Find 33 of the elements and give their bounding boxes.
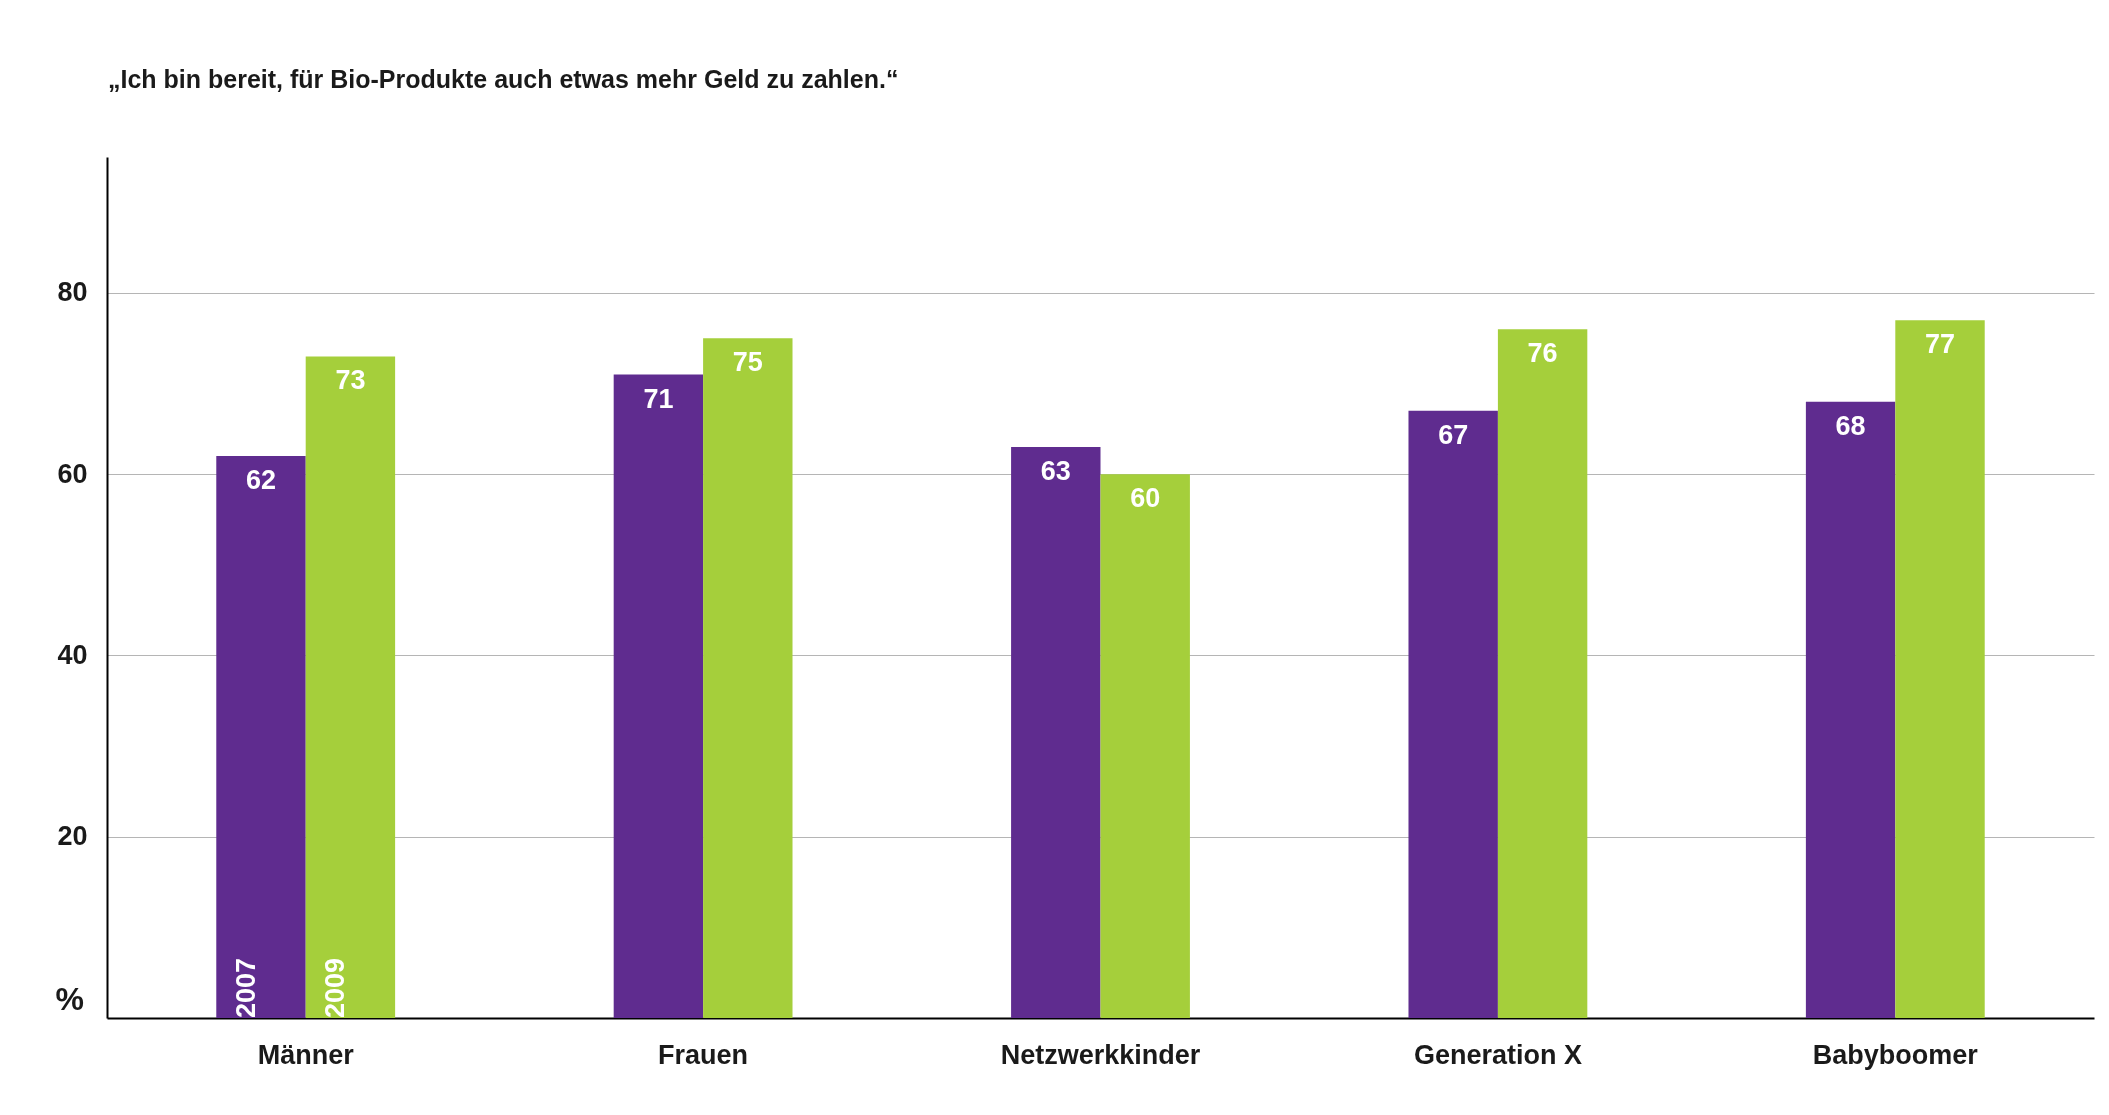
data-label: 67 <box>1438 419 1469 450</box>
chart-title: „Ich bin bereit, für Bio-Produkte auch etwas mehr Geld zu zahlen.“ <box>108 65 899 93</box>
bar <box>1408 410 1498 1018</box>
bar <box>1895 320 1985 1018</box>
data-label: 77 <box>1924 329 1956 360</box>
data-label: 63 <box>1040 456 1071 487</box>
bar <box>613 374 704 1018</box>
data-label: 73 <box>335 365 366 396</box>
y-axis-title: % <box>55 980 84 1017</box>
data-label: 75 <box>732 347 763 378</box>
data-label: 62 <box>245 465 277 496</box>
y-tick-label: 40 <box>57 639 88 670</box>
x-tick-label: Männer <box>257 1039 355 1070</box>
series-label: 2007 <box>230 957 261 1018</box>
bar <box>216 456 306 1018</box>
x-tick-label: Netzwerkkinder <box>1000 1039 1201 1070</box>
x-tick-label: Generation X <box>1413 1039 1582 1070</box>
data-label: 68 <box>1835 410 1866 441</box>
y-tick-label: 60 <box>57 458 88 489</box>
bar <box>1805 401 1896 1018</box>
bar <box>305 356 396 1018</box>
bar <box>1011 447 1101 1018</box>
y-tick-label: 20 <box>57 821 88 852</box>
x-tick-label: Frauen <box>658 1039 749 1070</box>
bar <box>1100 474 1190 1018</box>
series-label: 2009 <box>320 957 351 1018</box>
x-tick-label: Babyboomer <box>1812 1039 1979 1070</box>
data-label: 76 <box>1527 338 1558 369</box>
bar <box>703 338 793 1018</box>
data-label: 60 <box>1130 483 1161 514</box>
data-label: 71 <box>643 383 674 414</box>
bar <box>1497 329 1588 1018</box>
y-tick-label: 80 <box>57 277 88 308</box>
